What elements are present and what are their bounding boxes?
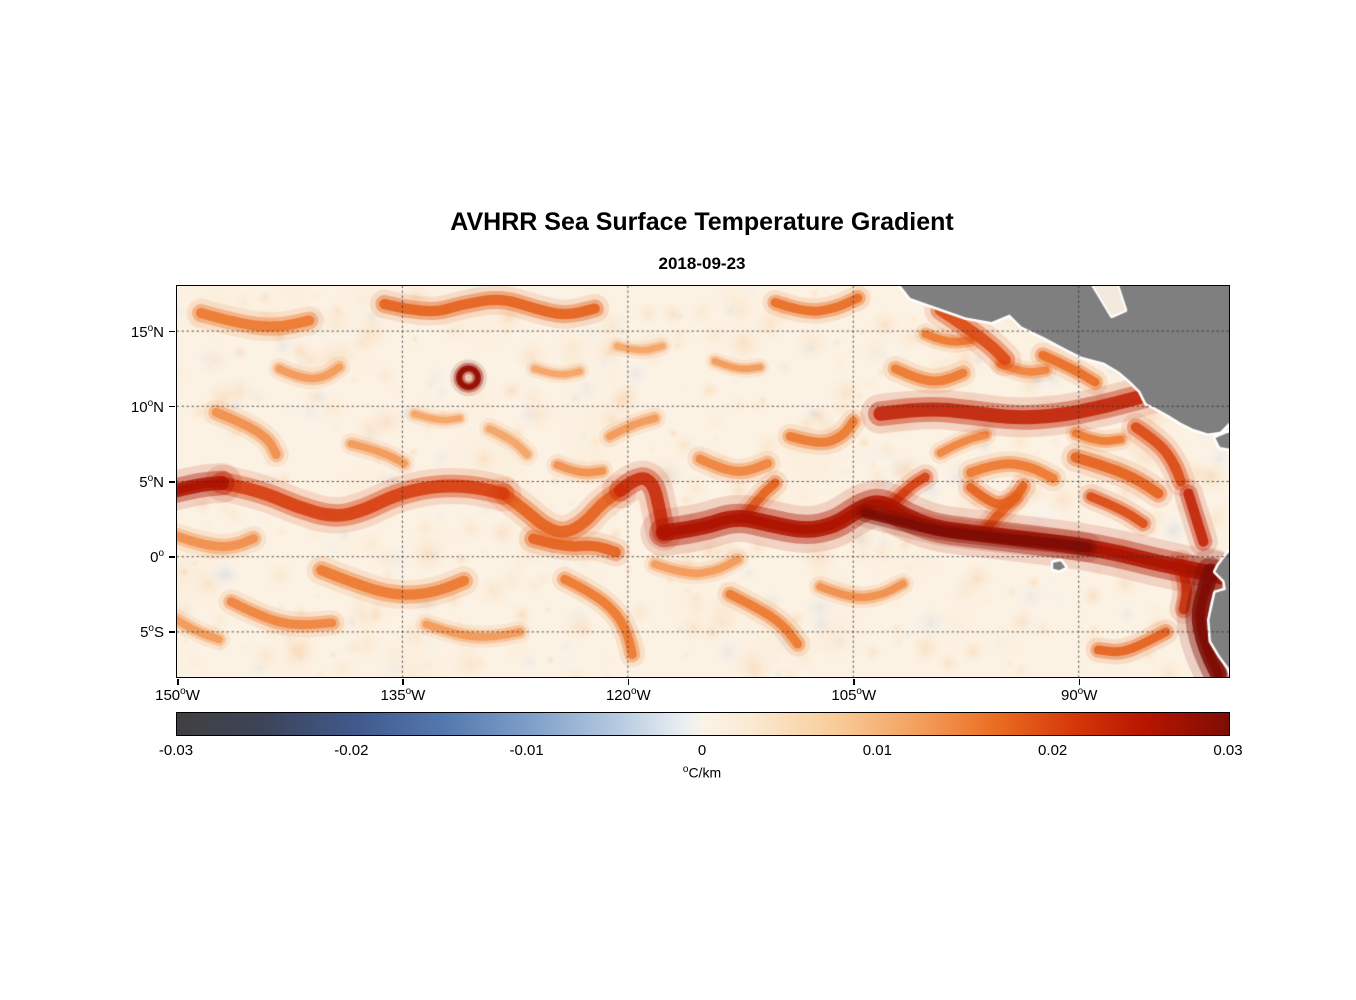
- colorbar-tick-label: 0.01: [862, 742, 892, 759]
- colorbar-tick-label: -0.03: [158, 742, 194, 759]
- x-tick-mark: [627, 679, 630, 685]
- y-tick-mark: [169, 631, 175, 633]
- chart-subtitle: 2018-09-23: [658, 254, 746, 273]
- x-tick-mark: [402, 679, 404, 685]
- x-tick-label: 120oW: [605, 686, 651, 704]
- x-tick-label: 90oW: [1060, 686, 1098, 704]
- y-tick-mark: [169, 556, 175, 558]
- y-tick-label: 0o: [150, 548, 164, 567]
- y-tick-label: 10oN: [130, 397, 164, 416]
- y-tick-mark: [169, 405, 175, 408]
- map-canvas: [177, 286, 1229, 677]
- colorbar-tick-label: -0.01: [509, 742, 544, 759]
- y-tick-label: 15oN: [130, 322, 164, 341]
- x-tick-mark: [177, 679, 179, 685]
- y-tick-label: 5oN: [139, 473, 164, 491]
- x-tick-label: 105oW: [831, 686, 877, 704]
- colorbar-tick-label: 0.02: [1038, 742, 1068, 759]
- chart-title: AVHRR Sea Surface Temperature Gradient: [450, 208, 954, 236]
- x-tick-mark: [853, 679, 855, 685]
- map-plot: [176, 285, 1230, 678]
- y-tick-mark: [169, 330, 175, 333]
- colorbar-gradient: [177, 713, 1229, 735]
- colorbar-tick-label: -0.02: [334, 742, 369, 759]
- colorbar-unit-label: oC/km: [682, 764, 722, 781]
- colorbar-tick-label: 0: [697, 742, 707, 759]
- x-tick-label: 135oW: [380, 686, 426, 704]
- x-tick-mark: [1078, 679, 1081, 685]
- colorbar: [176, 712, 1230, 736]
- y-tick-label: 5oS: [140, 623, 164, 642]
- x-tick-label: 150oW: [155, 686, 200, 704]
- y-tick-mark: [169, 481, 175, 483]
- colorbar-tick-label: 0.03: [1213, 742, 1243, 759]
